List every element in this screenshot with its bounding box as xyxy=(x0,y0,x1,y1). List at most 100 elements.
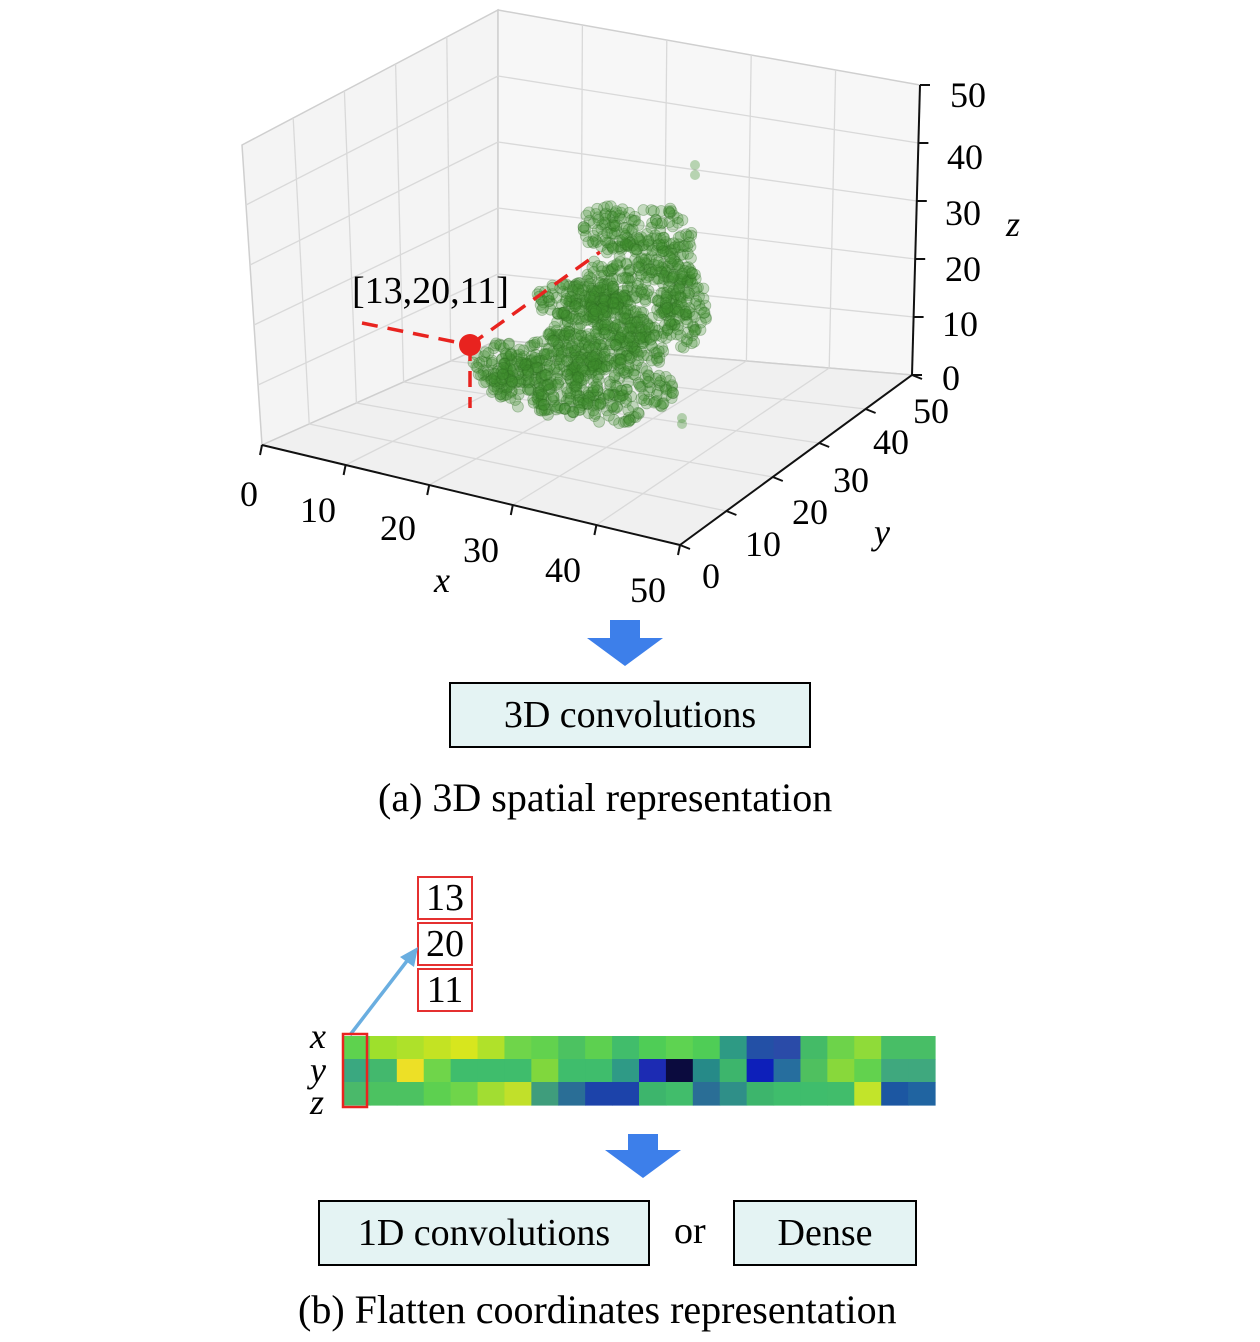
cloud-point xyxy=(488,372,501,385)
cloud-point xyxy=(503,370,516,383)
cloud-point xyxy=(599,207,612,220)
cloud-point xyxy=(589,364,601,377)
cloud-point xyxy=(623,352,636,365)
cloud-point xyxy=(529,363,542,376)
cloud-point xyxy=(591,384,604,397)
cloud-point xyxy=(599,209,611,222)
cloud-point xyxy=(637,306,649,319)
cloud-point xyxy=(587,292,600,305)
cloud-point xyxy=(561,386,574,399)
cloud-point xyxy=(586,261,599,274)
cloud-point xyxy=(535,384,547,397)
cloud-point xyxy=(687,321,700,334)
cloud-point xyxy=(625,316,638,329)
cloud-point xyxy=(655,297,668,309)
cloud-point xyxy=(657,245,669,258)
cloud-point xyxy=(660,293,672,306)
cloud-point xyxy=(619,415,632,428)
cloud-point xyxy=(590,208,602,220)
cloud-point xyxy=(605,293,618,306)
cloud-point xyxy=(657,257,670,270)
cloud-point xyxy=(564,364,576,377)
heatmap-cell xyxy=(800,1082,828,1106)
cloud-point xyxy=(537,296,550,309)
cloud-point xyxy=(607,297,620,310)
cloud-point xyxy=(582,363,595,376)
3d-convolutions-box: 3D convolutions xyxy=(449,682,811,748)
cloud-point xyxy=(651,352,663,365)
cloud-point xyxy=(648,346,661,359)
cloud-point xyxy=(611,296,624,309)
cloud-point xyxy=(478,350,491,363)
cloud-point xyxy=(604,265,617,278)
cloud-point xyxy=(635,252,648,265)
cloud-point xyxy=(513,343,526,356)
cloud-point xyxy=(596,363,608,375)
cloud-point xyxy=(642,234,655,247)
cloud-point xyxy=(555,346,568,359)
cloud-point xyxy=(689,272,702,285)
cloud-point xyxy=(551,401,564,414)
cloud-point xyxy=(630,291,643,304)
cloud-point xyxy=(592,373,605,386)
heatmap-cell xyxy=(827,1036,855,1060)
cloud-point xyxy=(596,320,608,333)
cloud-point xyxy=(522,384,535,396)
cloud-point xyxy=(587,359,600,372)
cloud-point xyxy=(570,378,583,391)
cloud-point xyxy=(533,382,546,395)
cloud-point xyxy=(660,236,672,248)
heatmap-cell xyxy=(639,1059,667,1083)
cloud-point xyxy=(641,317,654,330)
cloud-point xyxy=(551,337,563,350)
heatmap-cell xyxy=(746,1059,775,1083)
cloud-point xyxy=(570,389,583,402)
cloud-point xyxy=(608,220,621,233)
cloud-point xyxy=(600,306,613,319)
cloud-point xyxy=(604,352,617,365)
grid-line xyxy=(309,423,727,512)
cloud-point xyxy=(500,381,513,394)
cloud-point xyxy=(648,329,660,342)
cloud-point xyxy=(659,303,672,316)
cloud-point xyxy=(511,355,524,368)
cloud-point xyxy=(587,292,600,305)
cloud-point xyxy=(672,238,685,251)
cloud-point xyxy=(660,331,673,344)
cloud-point xyxy=(651,294,664,307)
cloud-point xyxy=(631,329,643,342)
cloud-point xyxy=(606,241,619,254)
cloud-point xyxy=(583,206,595,219)
cloud-point xyxy=(549,399,562,412)
cloud-point xyxy=(552,307,565,320)
cloud-point xyxy=(619,240,632,252)
cloud-point xyxy=(582,386,595,399)
cloud-point xyxy=(667,270,680,283)
cloud-point xyxy=(544,303,557,316)
cloud-point xyxy=(680,313,693,326)
cloud-point xyxy=(595,298,608,311)
cloud-point xyxy=(681,286,694,299)
cloud-point xyxy=(621,239,634,252)
cloud-point xyxy=(482,347,495,360)
heatmap-cell xyxy=(343,1059,371,1083)
cloud-point xyxy=(563,325,576,338)
cloud-point xyxy=(613,390,626,403)
cloud-point xyxy=(578,290,591,302)
heatmap-cell xyxy=(558,1059,586,1083)
cloud-point xyxy=(535,403,548,416)
cloud-point xyxy=(628,316,641,329)
cloud-point xyxy=(597,338,610,351)
cloud-point xyxy=(544,376,557,389)
cloud-point xyxy=(588,352,601,364)
cloud-point xyxy=(589,336,602,349)
cloud-point xyxy=(637,330,649,343)
cloud-point xyxy=(627,321,639,334)
cloud-point xyxy=(660,291,673,304)
cloud-point xyxy=(555,307,568,320)
cloud-point xyxy=(627,368,640,381)
cloud-point xyxy=(529,373,541,386)
cloud-point xyxy=(632,260,645,273)
cloud-point xyxy=(621,337,633,350)
cloud-point xyxy=(578,365,591,378)
